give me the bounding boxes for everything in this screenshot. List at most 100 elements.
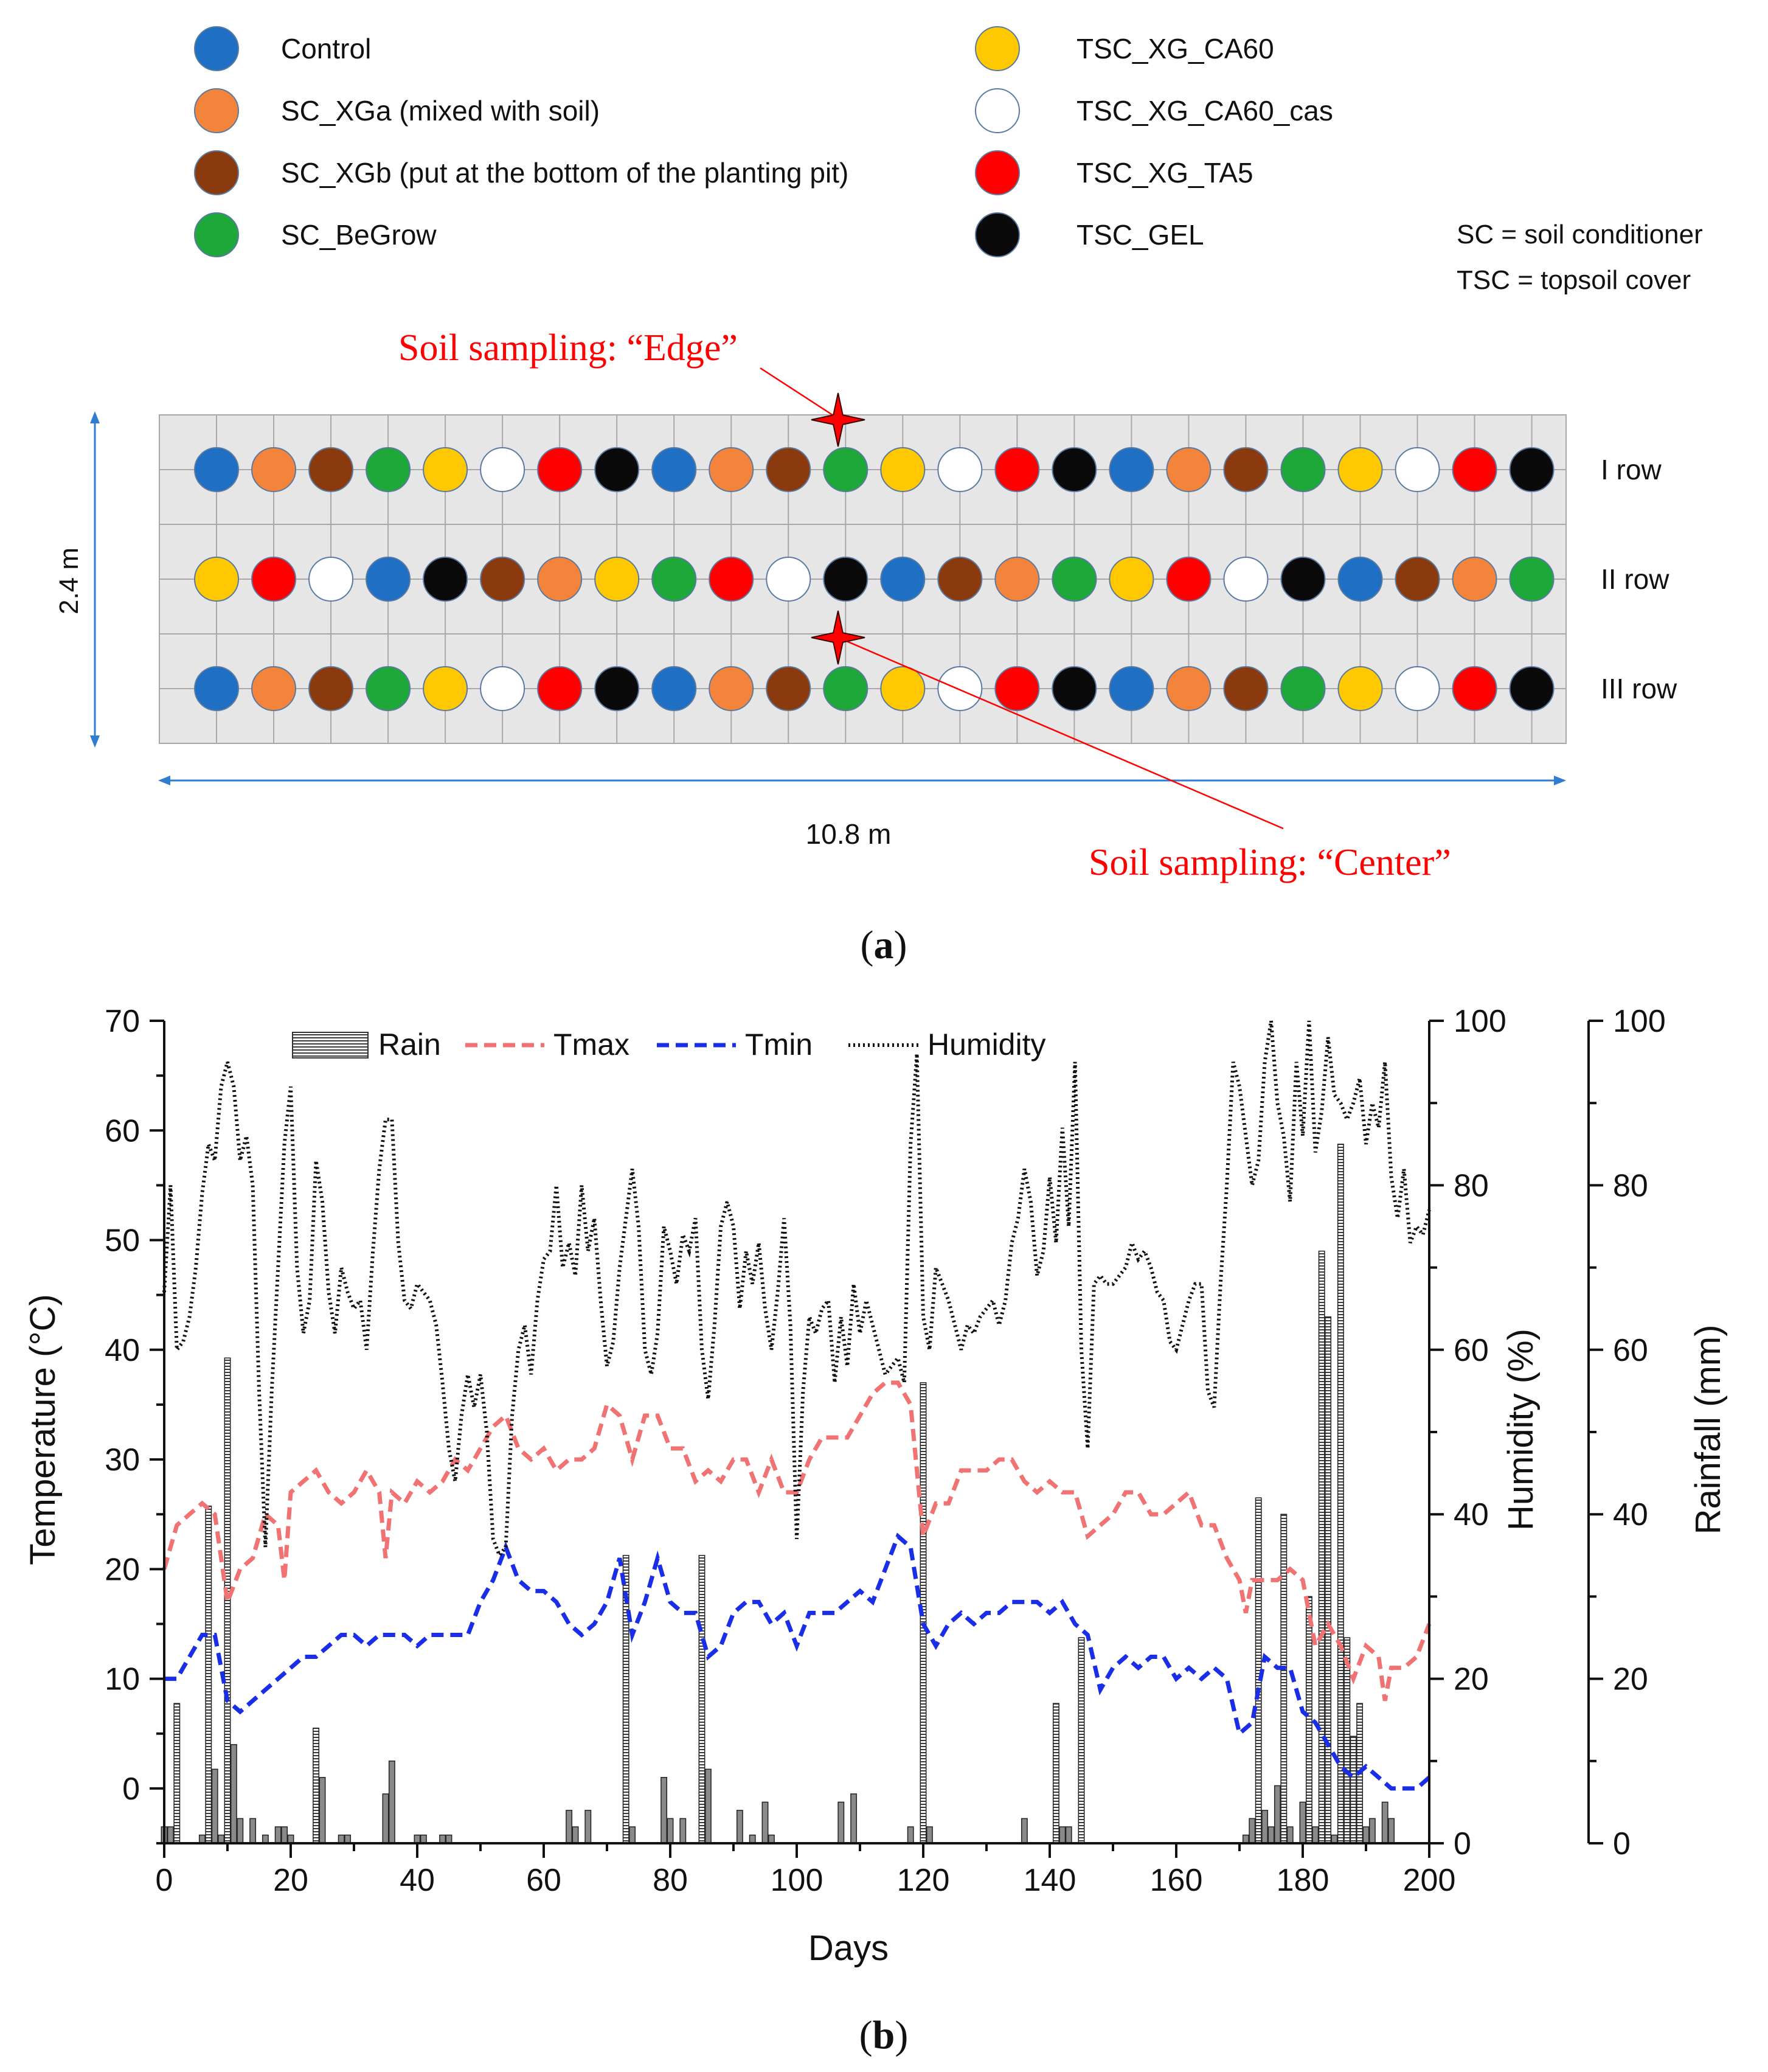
- rain-bar: [319, 1777, 326, 1844]
- temperature-tick-label: 50: [105, 1223, 140, 1259]
- rain-bar: [224, 1357, 231, 1844]
- x-tick-label: 40: [400, 1863, 435, 1898]
- rain-bar: [1312, 1826, 1319, 1844]
- plot-cas: [1223, 557, 1269, 602]
- plot-xgb: [308, 666, 354, 711]
- legend-tmin-label: Tmin: [745, 1027, 813, 1062]
- tmax-line: [162, 1380, 1432, 1702]
- plot-gel: [594, 666, 640, 711]
- humidity-tick-label: 40: [1454, 1497, 1489, 1532]
- rain-bar: [1021, 1818, 1028, 1844]
- humidity-tick-label: 0: [1454, 1826, 1471, 1862]
- rain-bar: [679, 1818, 687, 1844]
- plot-control: [194, 666, 240, 711]
- rainfall-axis-title: Rainfall (mm): [1688, 1325, 1728, 1535]
- plot-ca60: [880, 666, 926, 711]
- plot-ca60: [1337, 447, 1383, 492]
- x-tick-label: 100: [771, 1863, 823, 1898]
- rain-bar: [1242, 1834, 1249, 1844]
- chart-axes: 0 20 40 60 80 100 120 140 160 180 2000102030405060…: [105, 1004, 1666, 1898]
- plot-xgb: [1223, 447, 1269, 492]
- plot-cas: [1395, 666, 1440, 711]
- rain-bar: [1280, 1514, 1288, 1844]
- plot-ca60: [194, 557, 240, 602]
- temperature-tick-label: 30: [105, 1442, 140, 1478]
- rain-bar: [198, 1834, 206, 1844]
- sampling-center-label: Soil sampling: “Center”: [1089, 842, 1451, 883]
- plot-gel: [1280, 557, 1326, 602]
- plot-ta5: [537, 666, 583, 711]
- plot-ca60: [423, 447, 468, 492]
- legend-tmax-label: Tmax: [553, 1027, 629, 1062]
- legend-label-cas: TSC_XG_CA60_cas: [1076, 95, 1333, 127]
- plot-gel: [1052, 447, 1097, 492]
- plot-ta5: [1452, 666, 1497, 711]
- plot-ca60: [423, 666, 468, 711]
- rain-bar: [414, 1834, 421, 1844]
- rain-bar: [388, 1761, 395, 1844]
- rain-bar: [1059, 1826, 1066, 1844]
- plot-xgb: [308, 447, 354, 492]
- temperature-tick-label: 70: [105, 1004, 140, 1039]
- plot-xgb: [480, 557, 525, 602]
- rain-bar: [1305, 1596, 1312, 1844]
- plot-cas: [937, 447, 983, 492]
- legend-label-xgb: SC_XGb (put at the bottom of the plantin…: [281, 157, 848, 189]
- x-tick-label: 60: [526, 1863, 561, 1898]
- x-axis-title: Days: [808, 1928, 889, 1968]
- rain-bar: [584, 1810, 592, 1844]
- rain-bar: [1261, 1810, 1269, 1844]
- rain-bar: [1052, 1703, 1059, 1844]
- plot-gel: [1509, 666, 1555, 711]
- plot-ca60: [594, 557, 640, 602]
- rain-bar: [1249, 1818, 1256, 1844]
- rain-bar: [274, 1826, 282, 1844]
- rain-bar: [420, 1834, 427, 1844]
- plot-gel: [1052, 666, 1097, 711]
- chart-legend: Rain Tmax Tmin Humidity: [292, 1027, 1045, 1062]
- plot-ca60: [1337, 666, 1383, 711]
- plot-control: [366, 557, 411, 602]
- rain-bar: [167, 1826, 174, 1844]
- rainfall-tick-label: 100: [1613, 1004, 1666, 1039]
- legend-dot-ta5: [975, 150, 1020, 195]
- rain-bar: [850, 1793, 858, 1844]
- rainfall-tick-label: 80: [1613, 1168, 1648, 1203]
- rain-bar: [205, 1505, 212, 1844]
- abbreviation-tsc: TSC = topsoil cover: [1457, 265, 1691, 295]
- plot-xga: [1166, 447, 1212, 492]
- legend-rain-swatch: [292, 1032, 369, 1059]
- rain-bar: [1274, 1785, 1281, 1844]
- rain-bar: [749, 1834, 756, 1844]
- legend-label-begrow: SC_BeGrow: [281, 219, 437, 251]
- legend-dot-control: [194, 26, 239, 71]
- panel-b-caption: (b): [859, 2013, 909, 2057]
- tmin-line: [164, 1532, 1431, 1791]
- rainfall-tick-label: 20: [1613, 1662, 1648, 1697]
- plot-cas: [937, 666, 983, 711]
- rain-bar: [1362, 1826, 1370, 1844]
- plot-begrow: [366, 447, 411, 492]
- height-dimension-arrow: [90, 411, 100, 748]
- sampling-center-star-icon: [811, 610, 865, 665]
- plot-control: [1109, 447, 1154, 492]
- rain-bar: [1065, 1826, 1072, 1844]
- plot-ta5: [994, 447, 1040, 492]
- plot-xga: [994, 557, 1040, 602]
- legend-dot-xga: [194, 88, 239, 133]
- plot-begrow: [1280, 666, 1326, 711]
- x-tick-label: 200: [1403, 1863, 1456, 1898]
- legend-label-ca60: TSC_XG_CA60: [1076, 33, 1274, 64]
- plot-control: [880, 557, 926, 602]
- temperature-axis-title: Temperature (°C): [23, 1294, 63, 1565]
- rain-bar: [313, 1727, 320, 1844]
- panel-a-caption: (a): [861, 923, 907, 967]
- plot-ca60: [880, 447, 926, 492]
- plot-ta5: [709, 557, 754, 602]
- rainfall-tick-label: 60: [1613, 1333, 1648, 1368]
- edge-pointer-line: [760, 367, 839, 420]
- rain-bar: [262, 1834, 269, 1844]
- rain-bar: [382, 1793, 389, 1844]
- rain-bar: [572, 1826, 579, 1844]
- plot-xga: [251, 666, 297, 711]
